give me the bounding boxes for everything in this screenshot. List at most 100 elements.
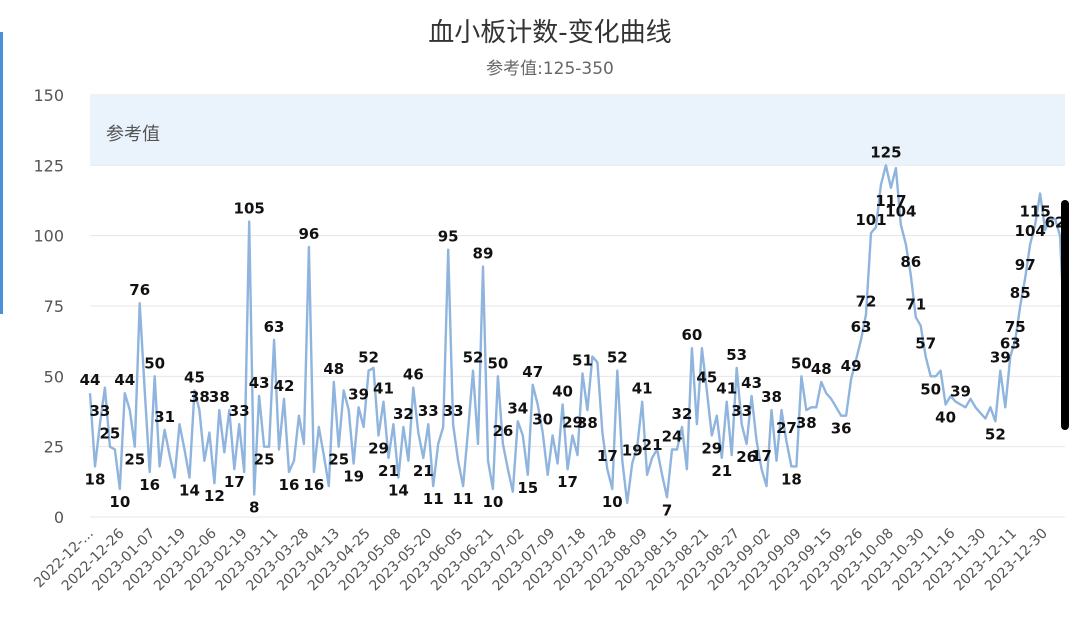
data-label: 18 — [781, 470, 802, 488]
data-label: 26 — [492, 422, 513, 440]
data-label: 34 — [507, 399, 528, 417]
data-label: 75 — [1005, 318, 1026, 336]
data-label: 48 — [323, 360, 344, 378]
reference-band-label: 参考值 — [106, 124, 160, 145]
data-label: 97 — [1015, 256, 1036, 274]
data-label: 60 — [681, 326, 702, 344]
data-label: 44 — [114, 371, 135, 389]
reference-band — [90, 95, 1065, 166]
data-label: 11 — [423, 490, 444, 508]
data-label: 33 — [443, 402, 464, 420]
data-labels: 4418332510442576165031144538123817331058… — [80, 143, 1066, 519]
data-label: 104 — [885, 202, 916, 220]
data-label: 96 — [298, 225, 319, 243]
y-tick-label: 25 — [44, 438, 64, 457]
data-label: 117 — [875, 192, 906, 210]
y-tick-label: 125 — [33, 156, 64, 175]
data-label: 21 — [378, 462, 399, 480]
data-label: 21 — [711, 462, 732, 480]
data-label: 38 — [189, 388, 210, 406]
data-label: 15 — [517, 479, 538, 497]
data-label: 86 — [900, 253, 921, 271]
data-label: 89 — [473, 245, 494, 263]
data-label: 71 — [905, 295, 926, 313]
data-label: 10 — [482, 493, 503, 511]
data-label: 17 — [597, 447, 618, 465]
data-label: 16 — [139, 476, 160, 494]
data-label: 14 — [179, 482, 200, 500]
data-label: 32 — [393, 405, 414, 423]
data-label: 10 — [602, 493, 623, 511]
data-label: 43 — [741, 374, 762, 392]
data-label: 62 — [1045, 214, 1066, 232]
y-tick-label: 50 — [44, 367, 64, 386]
data-label: 25 — [99, 425, 120, 443]
data-label: 63 — [1000, 335, 1021, 353]
data-label: 72 — [856, 292, 877, 310]
data-label: 29 — [701, 439, 722, 457]
data-label: 32 — [672, 405, 693, 423]
data-label: 25 — [328, 451, 349, 469]
data-label: 27 — [776, 419, 797, 437]
data-label: 44 — [80, 371, 101, 389]
data-label: 41 — [632, 380, 653, 398]
data-label: 39 — [990, 349, 1011, 367]
data-label: 39 — [950, 382, 971, 400]
data-label: 105 — [234, 200, 265, 218]
data-label: 38 — [209, 388, 230, 406]
data-label: 17 — [224, 473, 245, 491]
data-label: 95 — [438, 228, 459, 246]
data-label: 85 — [1010, 284, 1031, 302]
data-label: 50 — [791, 354, 812, 372]
data-label: 11 — [453, 490, 474, 508]
data-label: 41 — [373, 380, 394, 398]
data-label: 41 — [716, 380, 737, 398]
scroll-handle[interactable] — [1061, 200, 1069, 430]
data-label: 52 — [607, 349, 628, 367]
y-tick-label: 100 — [33, 227, 64, 246]
data-label: 12 — [204, 487, 225, 505]
data-label: 36 — [831, 420, 852, 438]
data-label: 16 — [279, 476, 300, 494]
data-label: 33 — [418, 402, 439, 420]
y-tick-label: 75 — [44, 297, 64, 316]
data-label: 29 — [562, 413, 583, 431]
data-label: 52 — [358, 349, 379, 367]
data-label: 43 — [249, 374, 270, 392]
y-tick-label: 150 — [33, 86, 64, 105]
left-accent-bar — [0, 32, 3, 314]
data-label: 16 — [303, 476, 324, 494]
data-label: 21 — [413, 462, 434, 480]
data-label: 46 — [403, 366, 424, 384]
data-label: 25 — [124, 451, 145, 469]
data-label: 33 — [229, 402, 250, 420]
data-label: 125 — [870, 143, 901, 161]
y-axis: 0 25 50 75 100 125 150 — [33, 86, 64, 527]
data-label: 39 — [348, 385, 369, 403]
data-label: 57 — [915, 335, 936, 353]
data-label: 18 — [85, 470, 106, 488]
x-axis: 2022-12-...2022-12-262023-01-072023-01-1… — [31, 525, 1051, 594]
data-label: 25 — [254, 451, 275, 469]
data-label: 63 — [264, 318, 285, 336]
data-label: 31 — [154, 408, 175, 426]
data-label: 10 — [109, 493, 130, 511]
data-label: 42 — [274, 377, 295, 395]
data-label: 21 — [642, 436, 663, 454]
data-label: 50 — [920, 380, 941, 398]
y-tick-label: 0 — [54, 508, 64, 527]
data-label: 17 — [751, 447, 772, 465]
data-label: 38 — [761, 388, 782, 406]
data-label: 51 — [572, 352, 593, 370]
data-label: 104 — [1015, 222, 1046, 240]
data-label: 63 — [851, 318, 872, 336]
data-label: 40 — [552, 382, 573, 400]
data-label: 45 — [696, 368, 717, 386]
data-label: 52 — [985, 425, 1006, 443]
data-label: 101 — [855, 211, 886, 229]
data-label: 53 — [726, 346, 747, 364]
data-label: 24 — [662, 427, 683, 445]
data-label: 49 — [841, 357, 862, 375]
data-label: 19 — [343, 468, 364, 486]
